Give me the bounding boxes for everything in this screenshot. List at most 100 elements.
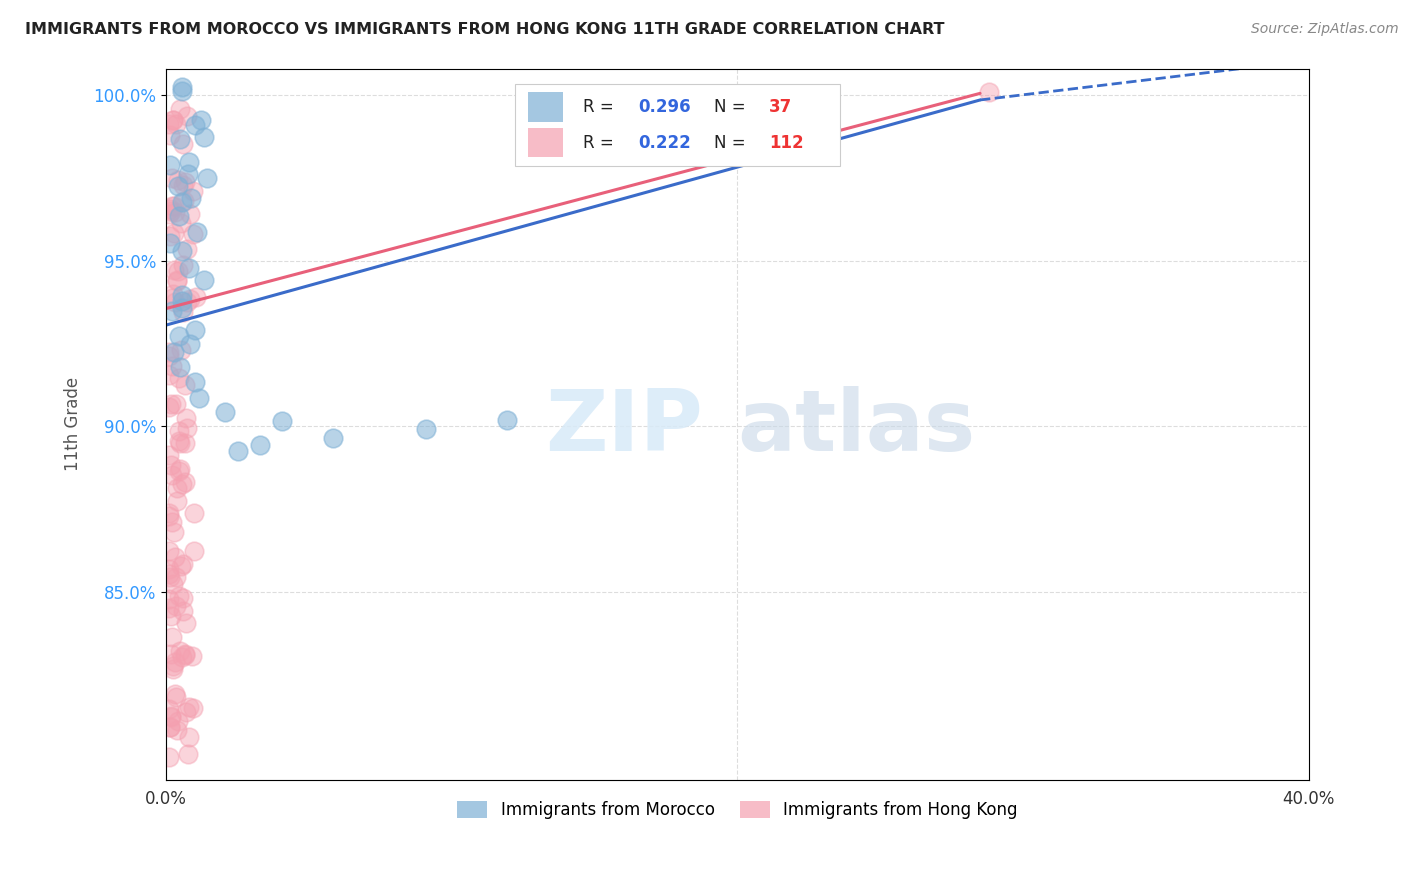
Point — [162, 577, 184, 591]
Point — [977, 85, 1000, 99]
Point — [170, 559, 193, 574]
Point — [162, 113, 184, 128]
Point — [159, 647, 181, 661]
Point — [157, 368, 180, 382]
Point — [163, 227, 186, 241]
Point — [162, 170, 184, 185]
Point — [167, 589, 190, 603]
Point — [159, 569, 181, 583]
Point — [163, 263, 186, 277]
Point — [174, 411, 197, 425]
Point — [415, 422, 437, 436]
Point — [183, 323, 205, 337]
Point — [167, 209, 190, 223]
Point — [162, 287, 184, 301]
Point — [160, 203, 183, 218]
Point — [163, 198, 186, 212]
Text: R =: R = — [583, 134, 619, 152]
Point — [162, 662, 184, 676]
Point — [160, 630, 183, 644]
Point — [163, 345, 186, 359]
Point — [193, 129, 215, 144]
Y-axis label: 11th Grade: 11th Grade — [65, 377, 82, 472]
Text: 0.296: 0.296 — [638, 98, 690, 116]
Point — [170, 294, 193, 309]
Point — [172, 178, 194, 193]
Point — [169, 103, 191, 117]
Point — [167, 464, 190, 478]
Point — [160, 515, 183, 529]
Text: R =: R = — [583, 98, 619, 116]
Point — [270, 414, 292, 428]
Point — [186, 225, 208, 239]
Point — [157, 600, 180, 615]
Point — [166, 723, 188, 737]
Text: N =: N = — [714, 134, 751, 152]
Point — [157, 749, 180, 764]
Point — [183, 118, 205, 132]
Point — [165, 569, 187, 583]
Point — [166, 493, 188, 508]
Point — [157, 509, 180, 524]
Point — [159, 720, 181, 734]
Point — [160, 304, 183, 318]
Point — [322, 431, 344, 445]
Point — [170, 216, 193, 230]
Point — [172, 557, 194, 571]
Point — [181, 184, 204, 198]
Text: Source: ZipAtlas.com: Source: ZipAtlas.com — [1251, 22, 1399, 37]
Point — [160, 458, 183, 472]
Point — [157, 207, 180, 221]
Point — [195, 171, 218, 186]
Point — [170, 84, 193, 98]
Point — [157, 506, 180, 520]
Point — [172, 591, 194, 605]
Point — [193, 273, 215, 287]
Point — [162, 291, 184, 305]
Point — [157, 400, 180, 414]
Point — [166, 274, 188, 288]
Point — [159, 158, 181, 172]
Point — [163, 525, 186, 540]
Point — [172, 288, 194, 302]
Point — [174, 175, 197, 189]
Text: 37: 37 — [769, 98, 793, 116]
Point — [165, 294, 187, 309]
Point — [181, 227, 204, 241]
Point — [174, 378, 197, 392]
Point — [174, 475, 197, 489]
Point — [159, 709, 181, 723]
Point — [170, 301, 193, 316]
Point — [160, 710, 183, 724]
Point — [157, 117, 180, 131]
Point — [183, 544, 205, 558]
Point — [181, 649, 204, 664]
Point — [162, 359, 184, 373]
Point — [162, 113, 184, 128]
FancyBboxPatch shape — [529, 92, 562, 122]
Point — [184, 290, 207, 304]
Text: 0.222: 0.222 — [638, 134, 690, 152]
Point — [179, 261, 201, 276]
Point — [181, 700, 204, 714]
Point — [159, 720, 181, 734]
Text: ZIP: ZIP — [546, 386, 703, 469]
Point — [167, 173, 190, 187]
Point — [159, 396, 181, 410]
Point — [157, 544, 180, 558]
Point — [160, 608, 183, 623]
Point — [157, 567, 180, 582]
Point — [166, 273, 188, 287]
Point — [176, 109, 198, 123]
Point — [162, 658, 184, 673]
Point — [166, 178, 188, 193]
Point — [249, 438, 271, 452]
Point — [177, 155, 200, 169]
Point — [167, 371, 190, 385]
Point — [179, 207, 201, 221]
Text: IMMIGRANTS FROM MOROCCO VS IMMIGRANTS FROM HONG KONG 11TH GRADE CORRELATION CHAR: IMMIGRANTS FROM MOROCCO VS IMMIGRANTS FR… — [25, 22, 945, 37]
Point — [172, 194, 194, 209]
Point — [172, 604, 194, 618]
Point — [184, 375, 207, 389]
Point — [177, 700, 200, 714]
